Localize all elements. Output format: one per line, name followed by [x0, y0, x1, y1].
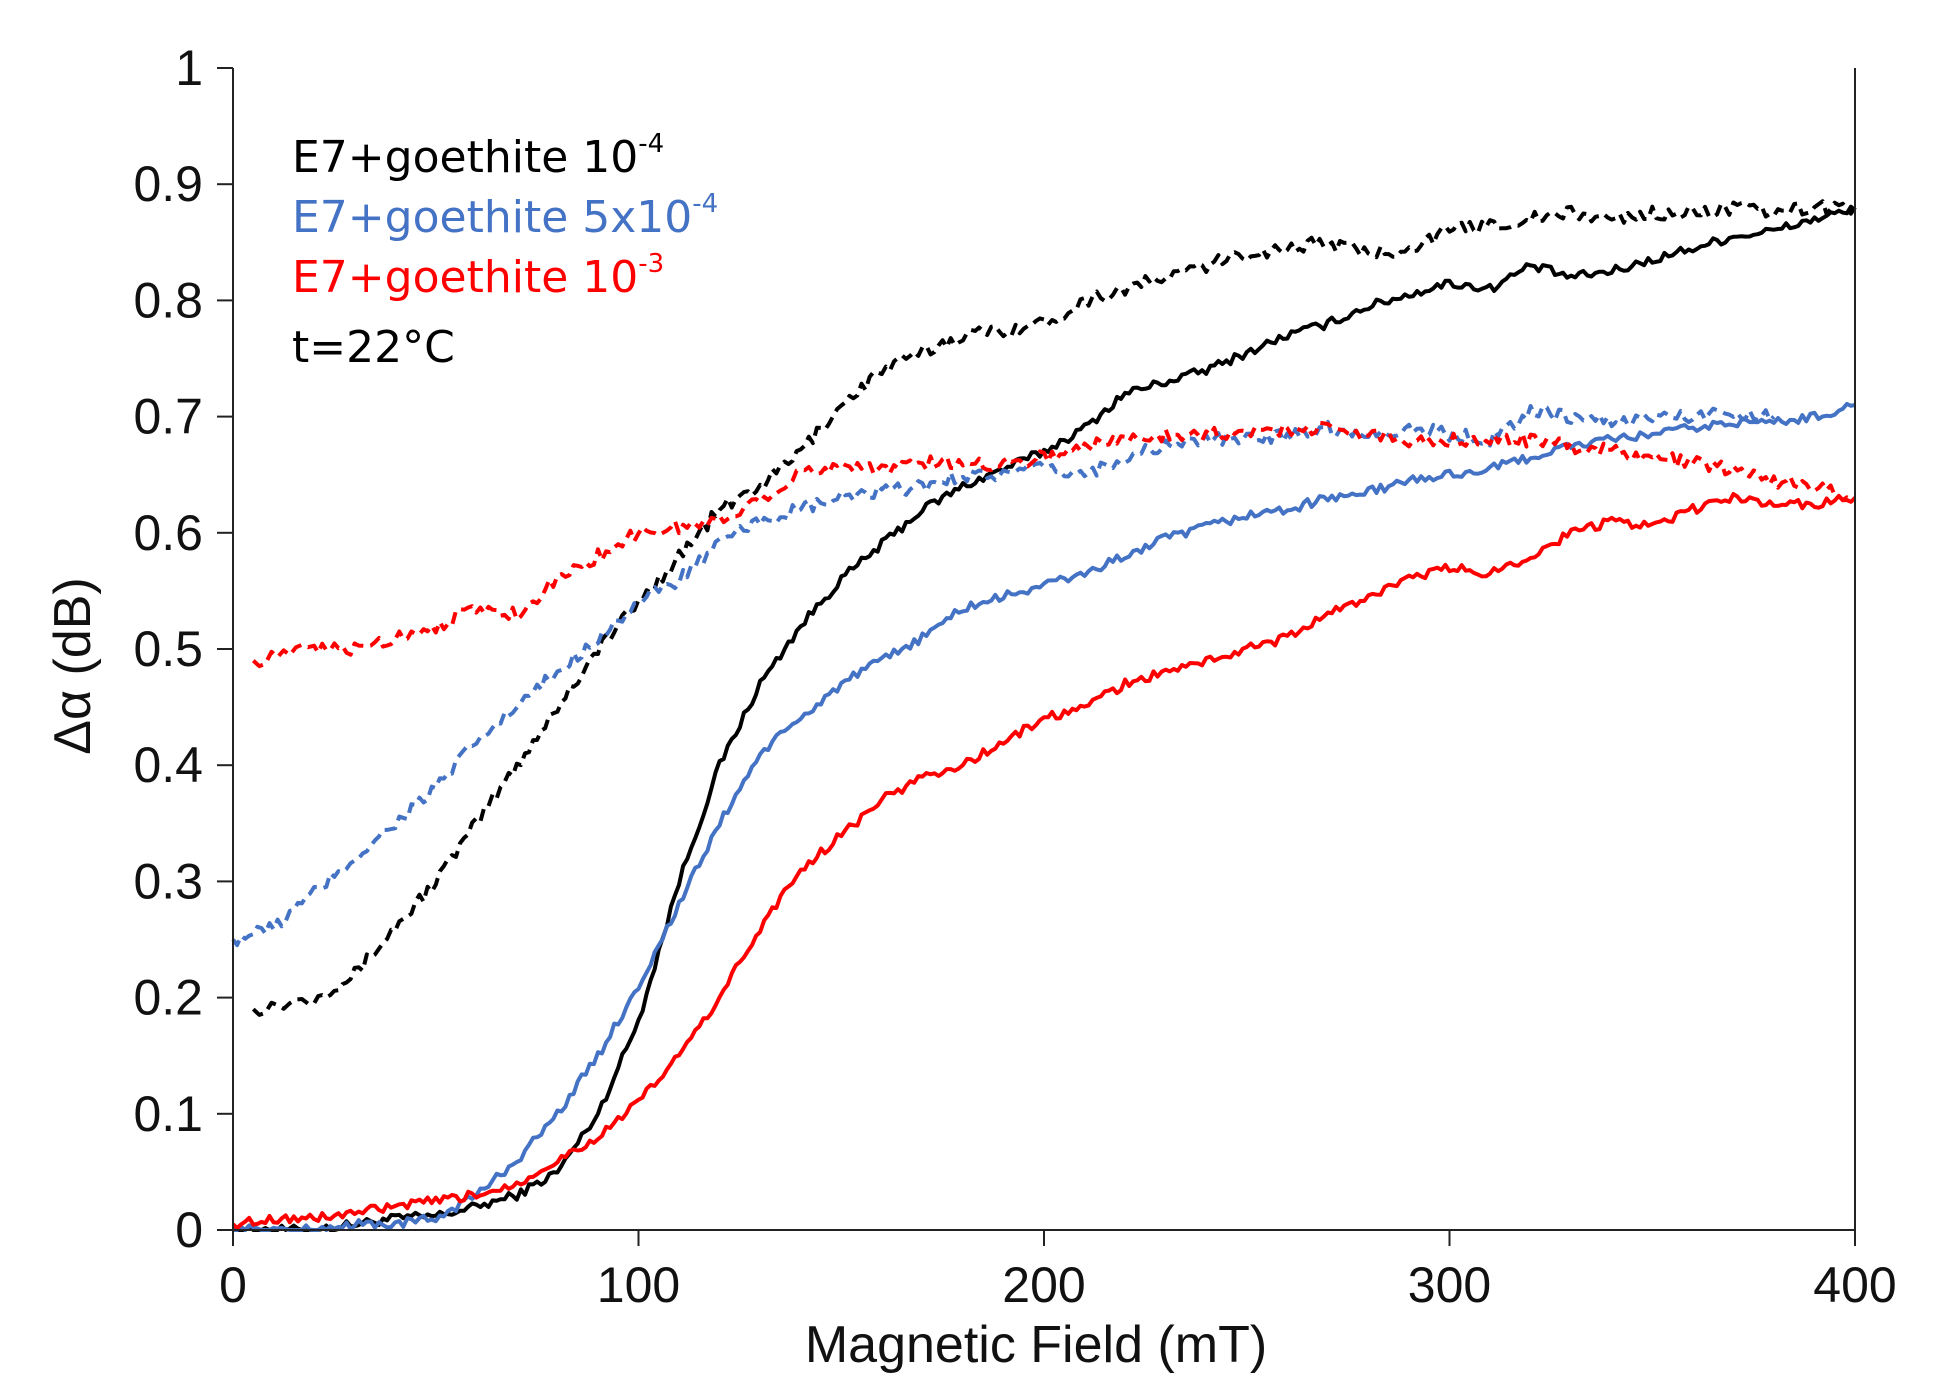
legend: E7+goethite 10-4 E7+goethite 5x10-4 E7+g…	[292, 129, 718, 373]
ticks-layer: 0 0.1 0.2 0.3 0.4 0.5 0.6 0.7 0.8 0.9 1 0 100 200 300 4…	[133, 40, 1896, 1313]
series-line-1	[233, 204, 1857, 1232]
x-tick-label: 300	[1408, 1257, 1491, 1313]
series-line-2	[251, 199, 1857, 1017]
legend-entry-1: E7+goethite 10-4	[292, 129, 664, 183]
series-line-4	[231, 404, 1776, 948]
y-tick-label: 0.1	[133, 1086, 203, 1142]
y-tick-label: 0	[175, 1202, 203, 1258]
x-axis-title: Magnetic Field (mT)	[805, 1316, 1267, 1374]
temperature-annotation: t=22°C	[292, 322, 455, 373]
legend-entry-3: E7+goethite 10-3	[292, 249, 664, 303]
legend-entry-2: E7+goethite 5x10-4	[292, 189, 718, 243]
x-tick-label: 400	[1813, 1257, 1896, 1313]
x-tick-label: 0	[219, 1257, 247, 1313]
y-tick-label: 0.4	[133, 737, 203, 793]
series-line-3	[233, 401, 1856, 1232]
legend-entry-1-label: E7+goethite 10	[292, 132, 638, 183]
x-tick-label: 100	[597, 1257, 680, 1313]
y-tick-label: 0.9	[133, 156, 203, 212]
series-layer	[231, 199, 1857, 1232]
legend-entry-2-label: E7+goethite 5x10	[292, 192, 692, 243]
legend-entry-1-exponent: -4	[638, 129, 664, 159]
series-line-5	[231, 492, 1857, 1231]
y-tick-label: 0.2	[133, 970, 203, 1026]
legend-entry-2-exponent: -4	[692, 189, 718, 219]
y-tick-label: 0.3	[133, 853, 203, 909]
y-tick-label: 0.5	[133, 621, 203, 677]
legend-entry-3-label: E7+goethite 10	[292, 252, 638, 303]
series-line-6	[251, 420, 1856, 669]
y-tick-label: 1	[175, 40, 203, 96]
y-axis-title: Δα (dB)	[44, 577, 102, 754]
x-tick-label: 200	[1002, 1257, 1085, 1313]
y-tick-label: 0.7	[133, 389, 203, 445]
y-tick-label: 0.6	[133, 505, 203, 561]
y-tick-label: 0.8	[133, 272, 203, 328]
legend-entry-3-exponent: -3	[638, 249, 664, 279]
